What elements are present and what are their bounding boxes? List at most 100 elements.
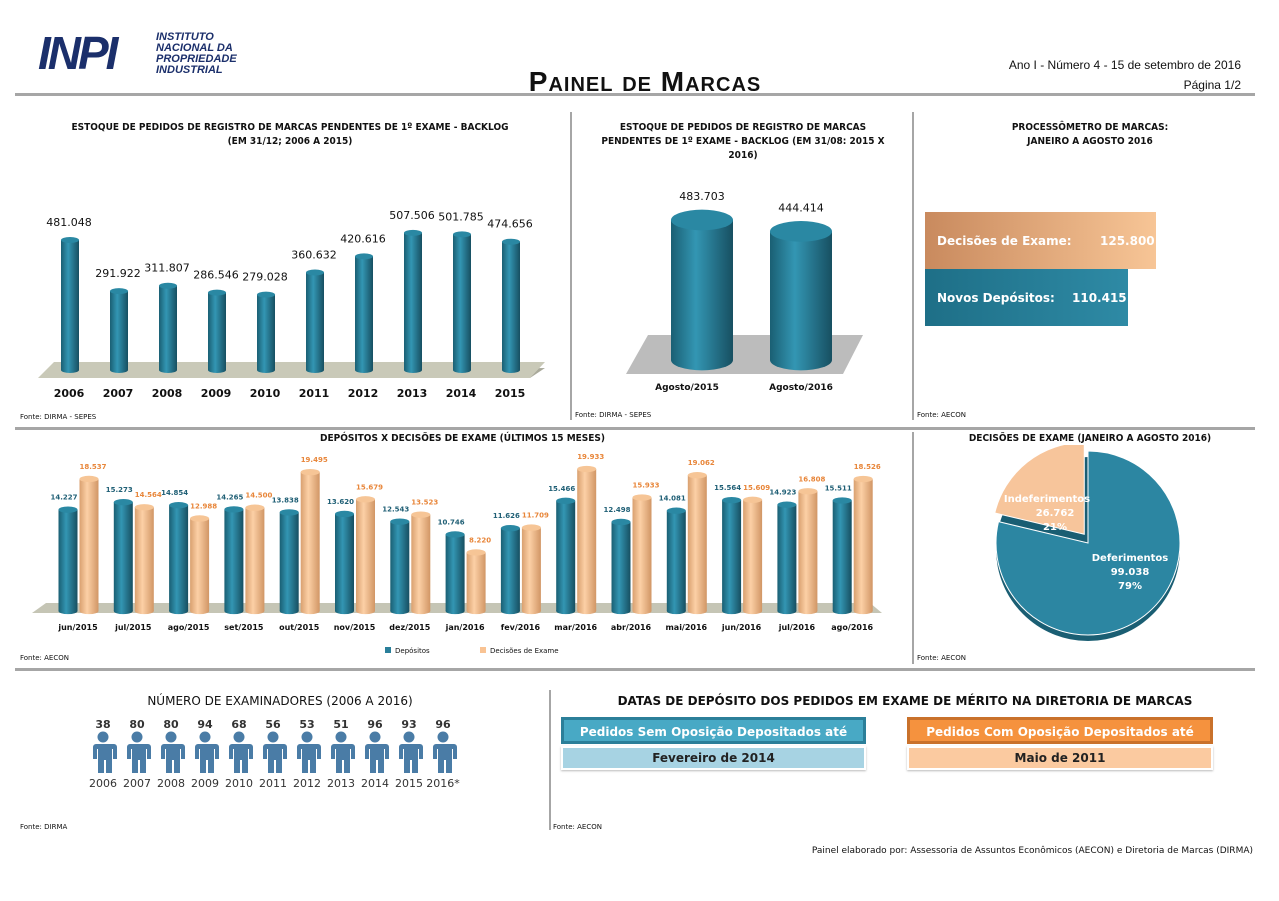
data-label: 11.626 xyxy=(493,512,520,520)
data-label: 279.028 xyxy=(242,271,288,284)
bar-base xyxy=(722,608,741,614)
issue-info: Ano I - Número 4 - 15 de setembro de 201… xyxy=(1009,58,1241,72)
examinador-count: 96 xyxy=(358,718,392,731)
tick-label: abr/2016 xyxy=(611,623,652,632)
data-label: 15.466 xyxy=(548,485,575,493)
bar-base xyxy=(301,608,320,614)
bar-top xyxy=(777,502,796,508)
examinador-year: 2011 xyxy=(256,777,290,790)
bar xyxy=(208,293,226,370)
tick-label: 2013 xyxy=(397,387,428,400)
person-icon xyxy=(157,731,185,773)
bar xyxy=(59,510,78,611)
bar xyxy=(224,509,243,611)
bar xyxy=(257,295,275,370)
bar-base xyxy=(833,608,852,614)
person-icon xyxy=(361,731,389,773)
tick-label: ago/2016 xyxy=(831,623,873,632)
divider xyxy=(15,668,1255,671)
person-icon xyxy=(123,731,151,773)
bar xyxy=(667,511,686,611)
examinador-count: 68 xyxy=(222,718,256,731)
bar-top xyxy=(798,488,817,494)
examinador-figure: 962014 xyxy=(358,718,392,790)
decisoes-exame-bar: Decisões de Exame: 125.800 xyxy=(925,212,1156,269)
logo-text: INSTITUTO NACIONAL DA PROPRIEDADE INDUST… xyxy=(156,32,266,76)
bar-base xyxy=(501,608,520,614)
bar-base xyxy=(577,608,596,614)
data-label: 420.616 xyxy=(340,232,386,245)
bar-value: 125.800 xyxy=(1100,234,1155,248)
examinador-figure: 512013 xyxy=(324,718,358,790)
data-label: 14.265 xyxy=(216,493,243,501)
data-label: 14.081 xyxy=(659,495,686,503)
chart-title: PROCESSÔMETRO DE MARCAS: xyxy=(937,121,1243,135)
bar-top xyxy=(688,472,707,478)
bar-label: Decisões de Exame: xyxy=(937,234,1072,248)
bar xyxy=(301,472,320,611)
person-icon xyxy=(225,731,253,773)
bar-base xyxy=(854,608,873,614)
bar-base xyxy=(667,608,686,614)
data-label: 14.854 xyxy=(161,489,188,497)
tick-label: dez/2015 xyxy=(389,623,430,632)
bar-base xyxy=(355,367,373,373)
tick-label: 2009 xyxy=(201,387,232,400)
examinador-figure: 682010 xyxy=(222,718,256,790)
source-note: Fonte: AECON xyxy=(917,411,966,419)
tick-label: 2011 xyxy=(299,387,330,400)
bar xyxy=(501,528,520,611)
bar-top xyxy=(169,502,188,508)
data-label: 311.807 xyxy=(144,262,190,275)
data-label: 14.564 xyxy=(135,491,162,499)
bar xyxy=(446,534,465,611)
bar-top xyxy=(770,221,832,242)
data-label: 444.414 xyxy=(778,201,824,214)
examinador-figure: 802008 xyxy=(154,718,188,790)
examinador-year: 2007 xyxy=(120,777,154,790)
decisoes-pie-chart: Deferimentos99.03879%Indeferimentos26.76… xyxy=(975,445,1205,645)
bar xyxy=(159,286,177,370)
divider xyxy=(912,112,914,420)
bar xyxy=(453,234,471,370)
bar-top xyxy=(59,506,78,512)
bar xyxy=(135,507,154,611)
bar-base xyxy=(556,608,575,614)
slice-label: Deferimentos xyxy=(1092,553,1169,564)
data-label: 18.537 xyxy=(79,463,106,471)
bar-base xyxy=(208,367,226,373)
bar-base xyxy=(688,608,707,614)
com-oposicao-label: Pedidos Com Oposição Depositados até xyxy=(907,717,1213,744)
bar-top xyxy=(190,515,209,521)
bar-top xyxy=(854,476,873,482)
data-label: 15.609 xyxy=(743,484,770,492)
data-label: 19.933 xyxy=(577,453,604,461)
bar-base xyxy=(467,608,486,614)
depositos-decisoes-chart: 14.22718.537jun/201515.27314.564jul/2015… xyxy=(20,450,905,660)
source-note: Fonte: AECON xyxy=(917,654,966,662)
bar-base xyxy=(245,608,264,614)
tick-label: jul/2015 xyxy=(114,623,152,632)
bar-base xyxy=(404,367,422,373)
data-label: 15.933 xyxy=(632,481,659,489)
examinadores-row: 3820068020078020089420096820105620115320… xyxy=(86,718,486,791)
bar xyxy=(833,501,852,611)
examinador-year: 2016* xyxy=(426,777,460,790)
bar-top xyxy=(306,270,324,276)
bar xyxy=(612,522,631,611)
data-label: 13.838 xyxy=(272,496,299,504)
bar xyxy=(633,497,652,611)
bar-top xyxy=(159,283,177,289)
bar-base xyxy=(453,367,471,373)
bar-label: Novos Depósitos: xyxy=(937,291,1055,305)
person-icon xyxy=(191,731,219,773)
bar-base xyxy=(612,608,631,614)
divider xyxy=(570,112,572,420)
bar-base xyxy=(633,608,652,614)
bar-top xyxy=(453,231,471,237)
divider xyxy=(912,432,914,664)
bar-top xyxy=(633,494,652,500)
data-label: 13.523 xyxy=(411,499,438,507)
bar-top xyxy=(208,290,226,296)
examinador-figure: 532012 xyxy=(290,718,324,790)
